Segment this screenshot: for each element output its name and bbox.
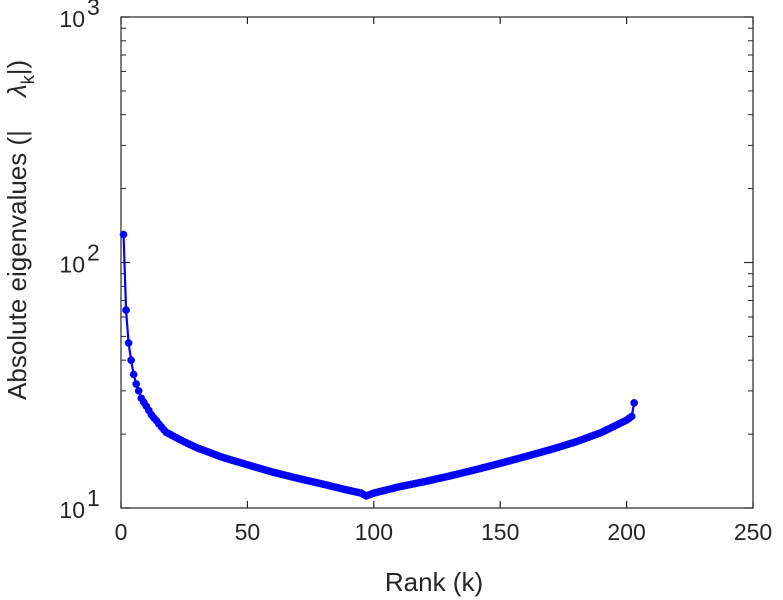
lambda-subscript: k — [18, 74, 38, 84]
data-point — [122, 306, 130, 314]
x-tick-label: 100 — [355, 519, 393, 545]
y-tick-exponent: 1 — [87, 485, 100, 511]
y-axis-label-lambda: λk|) — [2, 60, 38, 99]
data-point — [627, 412, 636, 421]
lambda-tail: |) — [2, 60, 32, 75]
y-tick-exponent: 3 — [87, 0, 100, 20]
y-tick-label: 10 — [59, 6, 85, 32]
plot-frame — [120, 16, 754, 509]
data-point — [129, 370, 138, 379]
y-axis-label: Absolute eigenvalues (| — [2, 130, 32, 400]
y-tick-base: 10 — [59, 252, 85, 278]
y-tick-label: 10 — [59, 497, 85, 523]
x-tick-label: 0 — [115, 519, 128, 545]
x-tick-label: 250 — [734, 519, 772, 545]
series-eigenvalues — [119, 230, 639, 500]
data-point — [124, 339, 133, 347]
axes-box — [120, 16, 754, 509]
y-tick-label: 10 — [59, 252, 85, 278]
series-line — [122, 234, 636, 498]
data-point — [132, 380, 141, 388]
x-tick-label: 150 — [481, 519, 519, 545]
data-point — [119, 230, 128, 239]
x-tick-label: 50 — [235, 519, 261, 545]
y-tick-base: 10 — [59, 497, 85, 523]
x-axis-ticks: 0 50 100 150 200 250 — [115, 17, 772, 545]
lambda-symbol: λ — [2, 84, 32, 99]
y-tick-base: 10 — [59, 6, 85, 32]
data-point — [127, 356, 135, 365]
data-point — [134, 387, 143, 395]
x-axis-label: Rank (k) — [385, 567, 483, 597]
data-point — [630, 399, 639, 407]
y-tick-exponent: 2 — [87, 240, 100, 266]
x-tick-label: 200 — [607, 519, 645, 545]
